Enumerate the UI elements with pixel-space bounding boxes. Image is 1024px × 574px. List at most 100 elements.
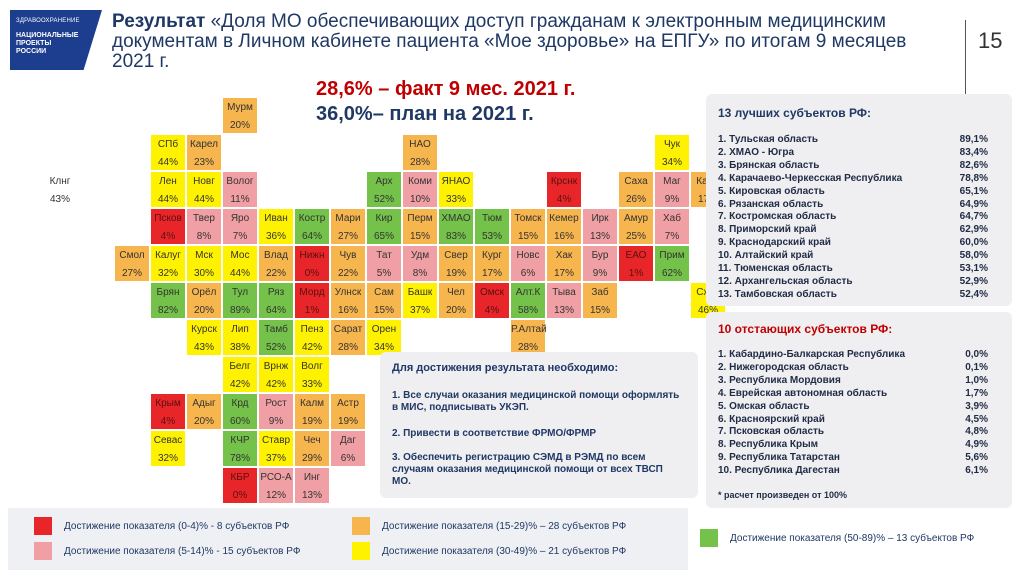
region-tile: Врнж 42% bbox=[258, 356, 294, 393]
region-tile-name: Кемер bbox=[549, 213, 579, 224]
region-tile-name: Врнж bbox=[263, 361, 289, 372]
ranking-region-name: 5. Кировская область bbox=[718, 185, 825, 197]
region-tile: Заб 15% bbox=[582, 282, 618, 319]
ranking-row: 4. Карачаево-Черкесская Республика 78,8% bbox=[718, 173, 988, 185]
region-tile: Морд 1% bbox=[294, 282, 330, 319]
region-tile-name: Морд bbox=[299, 287, 325, 298]
region-tile: Свер 19% bbox=[438, 245, 474, 282]
region-tile-name: Крым bbox=[155, 398, 181, 409]
region-tile-name: Тюм bbox=[482, 213, 502, 224]
region-tile: НАО 28% bbox=[402, 134, 438, 171]
ranking-row: 8. Республика Крым 4,9% bbox=[718, 439, 988, 451]
region-tile-percent: 1% bbox=[304, 305, 320, 316]
ranking-region-name: 5. Омская область bbox=[718, 400, 810, 412]
ranking-value: 89,1% bbox=[959, 134, 988, 145]
region-tile-percent: 83% bbox=[445, 231, 466, 242]
region-tile: Бур 9% bbox=[582, 245, 618, 282]
region-tile-name: Карел bbox=[189, 139, 218, 150]
worst-regions-panel: 10 отстающих субъектов РФ: 1. Кабардино-… bbox=[706, 312, 1012, 508]
region-tile-percent: 34% bbox=[661, 157, 682, 168]
region-tile-percent: 23% bbox=[193, 157, 214, 168]
region-tile-name: Саха bbox=[624, 176, 648, 187]
ranking-region-name: 1. Кабардино-Балкарская Республика bbox=[718, 349, 906, 360]
region-tile: Хаб 7% bbox=[654, 208, 690, 245]
region-tile: Смол 27% bbox=[114, 245, 150, 282]
region-tile-name: Калм bbox=[299, 398, 325, 409]
region-tile-name: ХМАО bbox=[441, 213, 471, 224]
ranking-row: 8. Приморский край 62,9% bbox=[718, 224, 988, 236]
region-tile: Нижн 0% bbox=[294, 245, 330, 282]
region-tile-percent: 43% bbox=[49, 194, 70, 205]
region-tile-name: Тат bbox=[376, 250, 392, 261]
region-tile: Адыг 20% bbox=[186, 393, 222, 430]
region-tile: Тамб 52% bbox=[258, 319, 294, 356]
region-tile-name: Крд bbox=[231, 398, 249, 409]
region-tile: Сам 15% bbox=[366, 282, 402, 319]
region-tile-percent: 20% bbox=[193, 416, 214, 427]
region-tile-percent: 28% bbox=[337, 342, 358, 353]
region-tile-name: Хак bbox=[555, 250, 573, 261]
region-tile-name: КБР bbox=[230, 472, 250, 483]
region-tile: Тат 5% bbox=[366, 245, 402, 282]
region-tile-percent: 6% bbox=[340, 453, 356, 464]
region-tile-percent: 16% bbox=[553, 231, 574, 242]
region-tile-name: Башк bbox=[407, 287, 433, 298]
region-tile: Коми 10% bbox=[402, 171, 438, 208]
region-tile: Калуг 32% bbox=[150, 245, 186, 282]
region-tile-percent: 58% bbox=[517, 305, 538, 316]
requirement-item: 1. Все случаи оказания медицинской помощ… bbox=[392, 390, 680, 413]
region-tile-name: Орен bbox=[371, 324, 397, 335]
region-tile-percent: 44% bbox=[229, 268, 250, 279]
region-tile: Чук 34% bbox=[654, 134, 690, 171]
legend-label: Достижение показателя (5-14)% - 15 субъе… bbox=[64, 546, 301, 557]
region-tile: Астр 19% bbox=[330, 393, 366, 430]
region-tile-percent: 15% bbox=[589, 305, 610, 316]
region-tile-name: Астр bbox=[337, 398, 359, 409]
region-tile-percent: 64% bbox=[301, 231, 322, 242]
slide-title-bold: Результат bbox=[112, 11, 206, 32]
ranking-value: 83,4% bbox=[959, 146, 988, 158]
region-tile-name: Адыг bbox=[192, 398, 216, 409]
region-tile-name: Маг bbox=[663, 176, 681, 187]
region-tile-name: Курск bbox=[191, 324, 217, 335]
ranking-row: 10. Алтайский край 58,0% bbox=[718, 250, 988, 262]
region-tile-name: Новс bbox=[516, 250, 540, 261]
region-tile: Калм 19% bbox=[294, 393, 330, 430]
region-tile-percent: 15% bbox=[409, 231, 430, 242]
region-tile: Иван 36% bbox=[258, 208, 294, 245]
requirement-item: 2. Привести в соответствие ФРМО/ФРМР bbox=[392, 428, 597, 439]
region-tile-name: Влад bbox=[264, 250, 288, 261]
region-tile-percent: 8% bbox=[196, 231, 212, 242]
ranking-value: 3,9% bbox=[965, 400, 988, 412]
region-tile-name: Коми bbox=[408, 176, 432, 187]
region-tile: Курск 43% bbox=[186, 319, 222, 356]
region-tile-percent: 8% bbox=[412, 268, 428, 279]
region-tile-percent: 32% bbox=[157, 268, 178, 279]
region-tile: Костр 64% bbox=[294, 208, 330, 245]
region-tile-name: Ряз bbox=[267, 287, 285, 298]
legend-label: Достижение показателя (50-89)% – 13 субъ… bbox=[730, 533, 975, 544]
region-tile: Алт.К 58% bbox=[510, 282, 546, 319]
region-tile-name: Новг bbox=[193, 176, 215, 187]
region-tile: Волг 33% bbox=[294, 356, 330, 393]
region-tile-percent: 0% bbox=[304, 268, 320, 279]
region-tile: Р.Алтай 28% bbox=[510, 319, 547, 356]
region-tile: Омск 4% bbox=[474, 282, 510, 319]
region-tile-name: Чел bbox=[447, 287, 465, 298]
ranking-row: 1. Кабардино-Балкарская Республика 0,0% bbox=[718, 349, 988, 361]
region-tile-percent: 28% bbox=[409, 157, 430, 168]
ranking-value: 52,4% bbox=[959, 288, 988, 300]
region-tile-percent: 65% bbox=[373, 231, 394, 242]
region-tile-name: Заб bbox=[591, 287, 609, 298]
region-tile-name: Волог bbox=[226, 176, 254, 187]
region-tile: Чеч 29% bbox=[294, 430, 330, 467]
region-tile-percent: 30% bbox=[193, 268, 214, 279]
region-tile-percent: 78% bbox=[229, 453, 250, 464]
region-tile-percent: 42% bbox=[229, 379, 250, 390]
region-tile-percent: 52% bbox=[265, 342, 286, 353]
divider bbox=[965, 20, 966, 108]
region-tile-percent: 22% bbox=[337, 268, 358, 279]
region-tile-name: Кир bbox=[375, 213, 393, 224]
region-tile-name: Р.Алтай bbox=[511, 324, 547, 335]
ranking-row: 5. Омская область 3,9% bbox=[718, 401, 988, 413]
